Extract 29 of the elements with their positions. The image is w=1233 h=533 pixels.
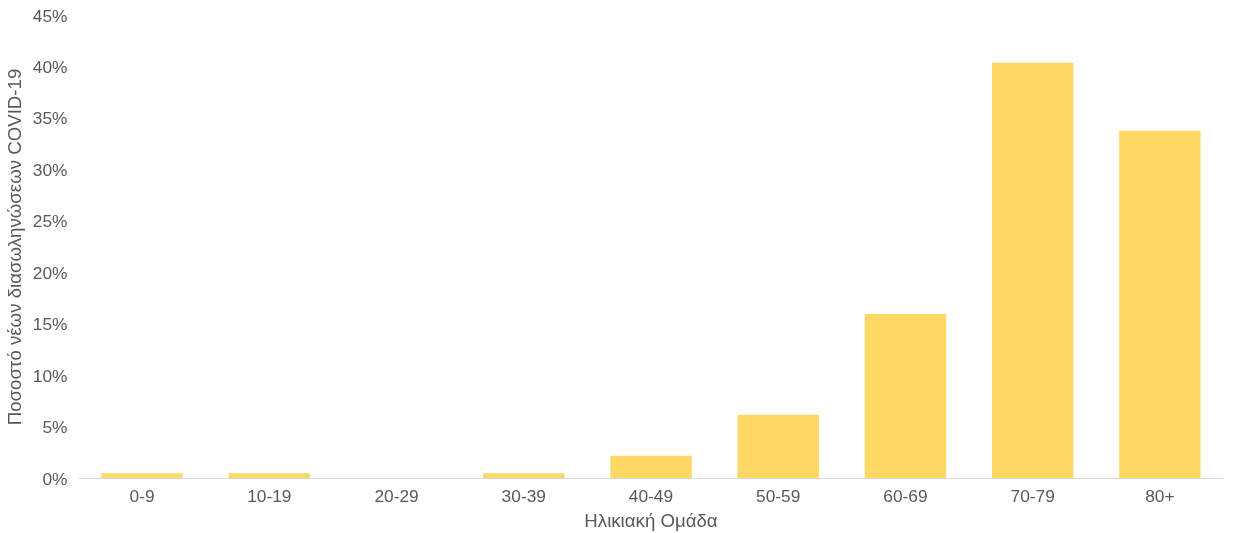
y-tick-label: 20%	[32, 262, 68, 283]
bar	[864, 313, 947, 479]
x-tick-label: 60-69	[883, 485, 928, 506]
x-tick-label: 70-79	[1010, 485, 1055, 506]
y-tick-label: 5%	[42, 417, 68, 438]
y-tick-label: 40%	[32, 56, 68, 77]
bar	[483, 473, 565, 479]
x-tick-label: 50-59	[756, 485, 801, 506]
bar	[991, 62, 1074, 479]
x-tick-label: 30-39	[501, 485, 546, 506]
x-axis-title: Ηλικιακή Ομάδα	[584, 509, 718, 531]
bar	[737, 414, 819, 479]
bar	[228, 473, 311, 479]
y-tick-label: 45%	[32, 5, 68, 26]
x-tick-label: 20-29	[374, 485, 419, 506]
x-tick-label: 0-9	[129, 485, 155, 506]
x-tick-label: 40-49	[628, 485, 674, 506]
x-tick-label: 10-19	[247, 485, 292, 506]
y-tick-label: 30%	[32, 159, 68, 180]
bar	[1119, 130, 1201, 479]
x-tick-label: 80+	[1145, 485, 1175, 506]
y-tick-label: 25%	[32, 211, 68, 232]
y-tick-label: 0%	[42, 468, 68, 489]
y-axis-title: Ποσοστό νέων διασωληνώσεων COVID-19	[3, 68, 25, 426]
y-tick-label: 35%	[32, 108, 68, 129]
bar	[610, 455, 692, 479]
bar	[101, 473, 183, 479]
y-tick-label: 15%	[32, 314, 68, 335]
y-tick-label: 10%	[32, 365, 68, 386]
